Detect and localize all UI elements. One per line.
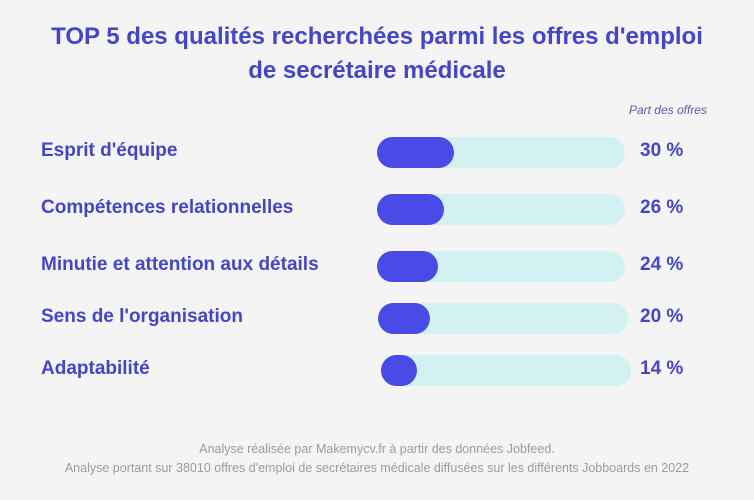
- category-label: Esprit d'équipe: [41, 140, 178, 161]
- value-label: 14 %: [640, 358, 684, 379]
- value-label: 30 %: [640, 140, 684, 161]
- chart-title-line1: TOP 5 des qualités recherchées parmi les…: [51, 23, 703, 50]
- bar-track: [381, 354, 631, 386]
- value-label: 26 %: [640, 197, 684, 218]
- category-label: Minutie et attention aux détails: [41, 254, 319, 275]
- category-label: Compétences relationnelles: [41, 197, 294, 218]
- chart-title: TOP 5 des qualités recherchées parmi les…: [0, 20, 754, 88]
- footer-source: Analyse réalisée par Makemycv.fr à parti…: [199, 442, 555, 456]
- bar: [377, 136, 454, 168]
- chart-title-line2: de secrétaire médicale: [248, 57, 506, 84]
- column-label: Part des offres: [628, 103, 707, 117]
- category-label: Adaptabilité: [41, 358, 150, 379]
- value-label: 24 %: [640, 254, 684, 275]
- bar: [377, 193, 444, 225]
- bar: [378, 302, 430, 334]
- value-label: 20 %: [640, 306, 684, 327]
- category-label: Sens de l'organisation: [41, 306, 243, 327]
- bar: [377, 250, 439, 282]
- bar: [381, 354, 418, 386]
- footer-note: Analyse portant sur 38010 offres d'emplo…: [64, 461, 690, 475]
